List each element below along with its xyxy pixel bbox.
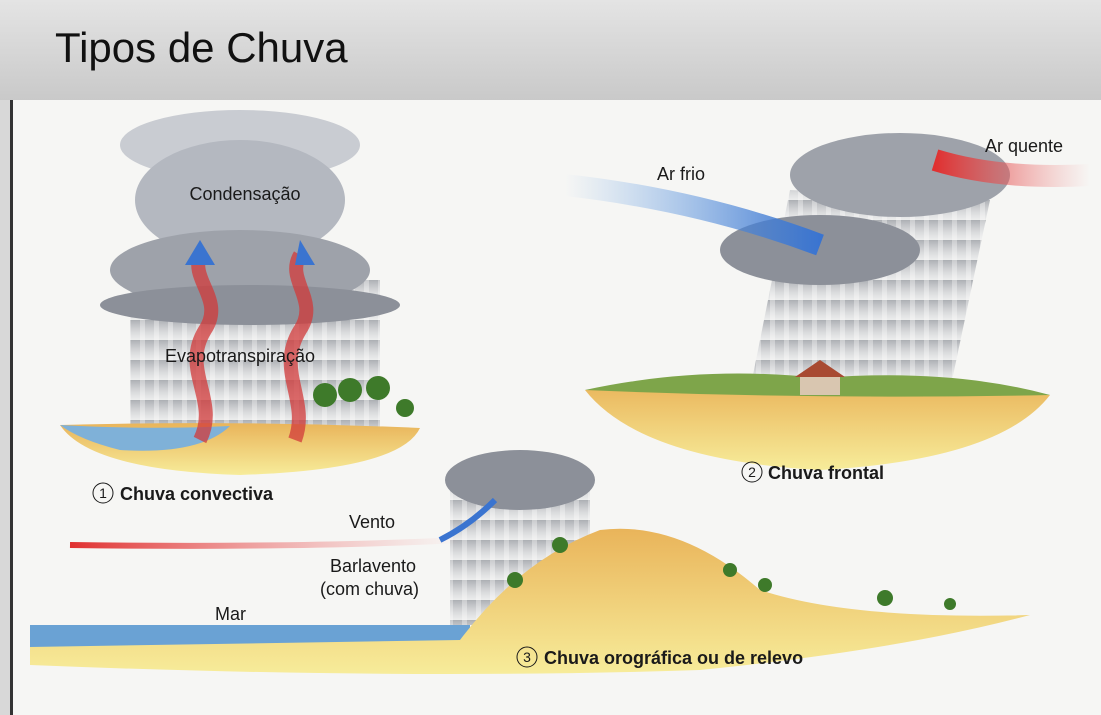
annotation: Barlavento (330, 556, 416, 576)
annotation: Condensação (189, 184, 300, 204)
slide-title: Tipos de Chuva (55, 24, 348, 71)
annotation: Evapotranspiração (165, 346, 315, 366)
slide: Tipos de Chuva Condensação Evapotranspir… (0, 0, 1101, 715)
annotation: Mar (215, 604, 246, 624)
panel-number: 3 (523, 649, 531, 665)
panel-label: Chuva convectiva (120, 484, 274, 504)
panel-number: 2 (748, 464, 756, 480)
annotation: Vento (349, 512, 395, 532)
panel-label: Chuva frontal (768, 463, 884, 483)
annotation: Ar quente (985, 136, 1063, 156)
panel-number: 1 (99, 485, 107, 501)
annotation: Ar frio (657, 164, 705, 184)
panel-label: Chuva orográfica ou de relevo (544, 648, 803, 668)
annotation: (com chuva) (320, 579, 419, 599)
left-border (10, 100, 13, 715)
